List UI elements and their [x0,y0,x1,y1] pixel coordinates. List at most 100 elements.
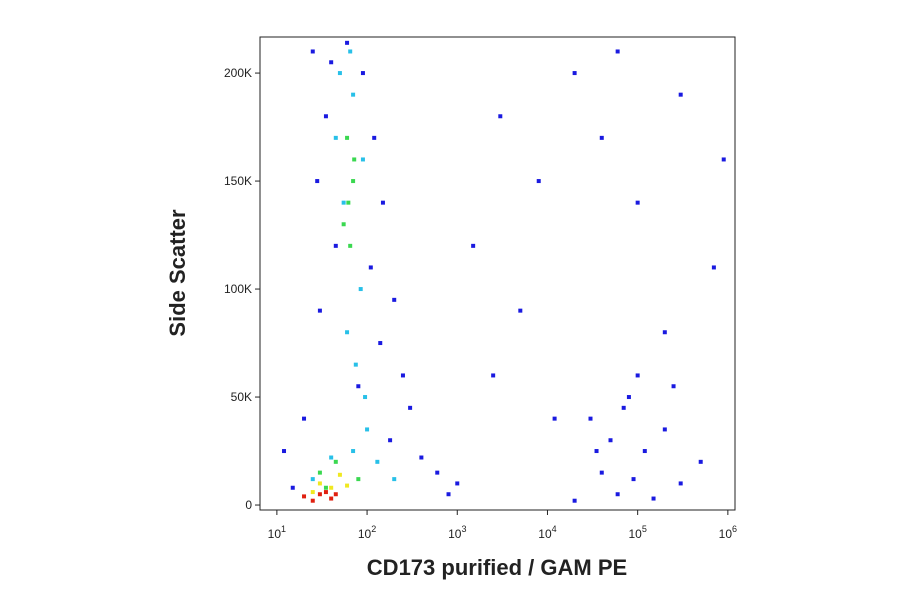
point [317,481,322,486]
point [352,157,357,162]
point [621,405,626,410]
point [337,71,342,76]
point [363,395,368,400]
point [446,492,451,497]
point [329,455,334,460]
y-tick-label: 0 [245,498,252,512]
point [375,459,380,464]
point [572,71,577,76]
y-tick-label: 100K [224,282,252,296]
point [599,470,604,475]
point [378,341,383,346]
point [698,459,703,464]
x-tick-base: 10 [628,527,642,541]
y-tick-label: 150K [224,174,252,188]
point [337,472,342,477]
point [302,416,307,421]
x-tick-exponent: 1 [281,524,286,534]
point [351,449,356,454]
point [323,490,328,495]
point [615,49,620,54]
point [491,373,496,378]
x-tick-base: 10 [719,527,733,541]
point [348,49,353,54]
point [388,438,393,443]
point [333,135,338,140]
point [599,135,604,140]
point [329,485,334,490]
point [290,485,295,490]
point [608,438,613,443]
y-tick-label: 50K [231,390,252,404]
point [310,490,315,495]
point [360,71,365,76]
x-axis-label: CD173 purified / GAM PE [367,555,627,580]
point [345,40,350,45]
point [642,449,647,454]
x-tick-label: 106 [719,524,737,541]
point [498,114,503,119]
point [351,92,356,97]
point [333,459,338,464]
x-tick-exponent: 4 [552,524,557,534]
x-tick-label: 102 [358,524,376,541]
point [310,477,315,482]
point [572,498,577,503]
point [678,92,683,97]
point [333,243,338,248]
point [635,373,640,378]
point [594,449,599,454]
point [631,477,636,482]
point [372,135,377,140]
point [345,330,350,335]
y-axis-label: Side Scatter [165,209,190,337]
point [317,470,322,475]
point [351,179,356,184]
point [329,496,334,501]
plot-frame [259,36,736,511]
point [356,384,361,389]
point [282,449,287,454]
point [329,60,334,65]
point [317,308,322,313]
point [635,200,640,205]
point [471,243,476,248]
point [345,483,350,488]
point [615,492,620,497]
point [348,243,353,248]
x-tick-label: 104 [538,524,556,541]
x-tick-exponent: 6 [732,524,737,534]
point [333,492,338,497]
point [678,481,683,486]
point [435,470,440,475]
point [671,384,676,389]
point [711,265,716,270]
point [346,200,351,205]
x-tick-base: 10 [448,527,462,541]
point [310,49,315,54]
x-tick-base: 10 [358,527,372,541]
point [651,496,656,501]
point [380,200,385,205]
x-tick-exponent: 3 [461,524,466,534]
point [400,373,405,378]
point [302,494,307,499]
point [345,135,350,140]
point [323,485,328,490]
x-tick-label: 103 [448,524,466,541]
x-tick-label: 101 [268,524,286,541]
point [455,481,460,486]
point [552,416,557,421]
point [368,265,373,270]
x-tick-base: 10 [538,527,552,541]
point [408,405,413,410]
point [356,477,361,482]
point [358,287,363,292]
point [626,395,631,400]
point [518,308,523,313]
point [419,455,424,460]
x-tick-label: 105 [628,524,646,541]
point [392,477,397,482]
point [721,157,726,162]
y-tick-label: 200K [224,66,252,80]
